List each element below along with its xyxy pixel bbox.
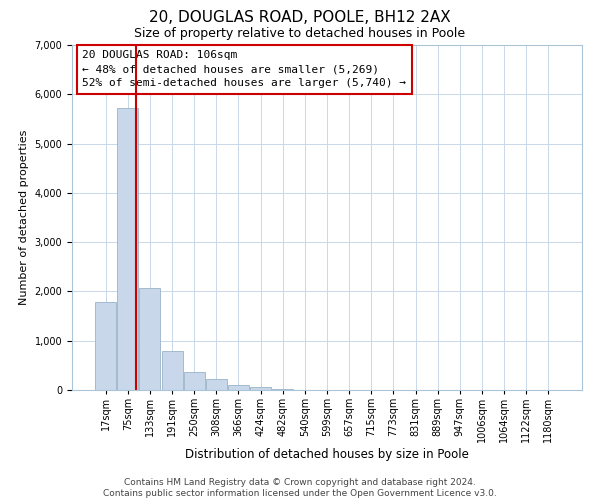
- Bar: [139, 288, 160, 390]
- Text: 20 DOUGLAS ROAD: 106sqm
← 48% of detached houses are smaller (5,269)
52% of semi: 20 DOUGLAS ROAD: 106sqm ← 48% of detache…: [82, 50, 406, 88]
- Bar: [118, 108, 139, 390]
- Bar: [228, 385, 249, 390]
- Bar: [161, 350, 182, 390]
- Bar: [206, 379, 227, 390]
- Bar: [272, 388, 293, 390]
- X-axis label: Distribution of detached houses by size in Poole: Distribution of detached houses by size …: [185, 448, 469, 461]
- Text: 20, DOUGLAS ROAD, POOLE, BH12 2AX: 20, DOUGLAS ROAD, POOLE, BH12 2AX: [149, 10, 451, 25]
- Bar: [184, 372, 205, 390]
- Bar: [95, 302, 116, 390]
- Text: Size of property relative to detached houses in Poole: Size of property relative to detached ho…: [134, 28, 466, 40]
- Bar: [250, 387, 271, 390]
- Y-axis label: Number of detached properties: Number of detached properties: [19, 130, 29, 305]
- Text: Contains HM Land Registry data © Crown copyright and database right 2024.
Contai: Contains HM Land Registry data © Crown c…: [103, 478, 497, 498]
